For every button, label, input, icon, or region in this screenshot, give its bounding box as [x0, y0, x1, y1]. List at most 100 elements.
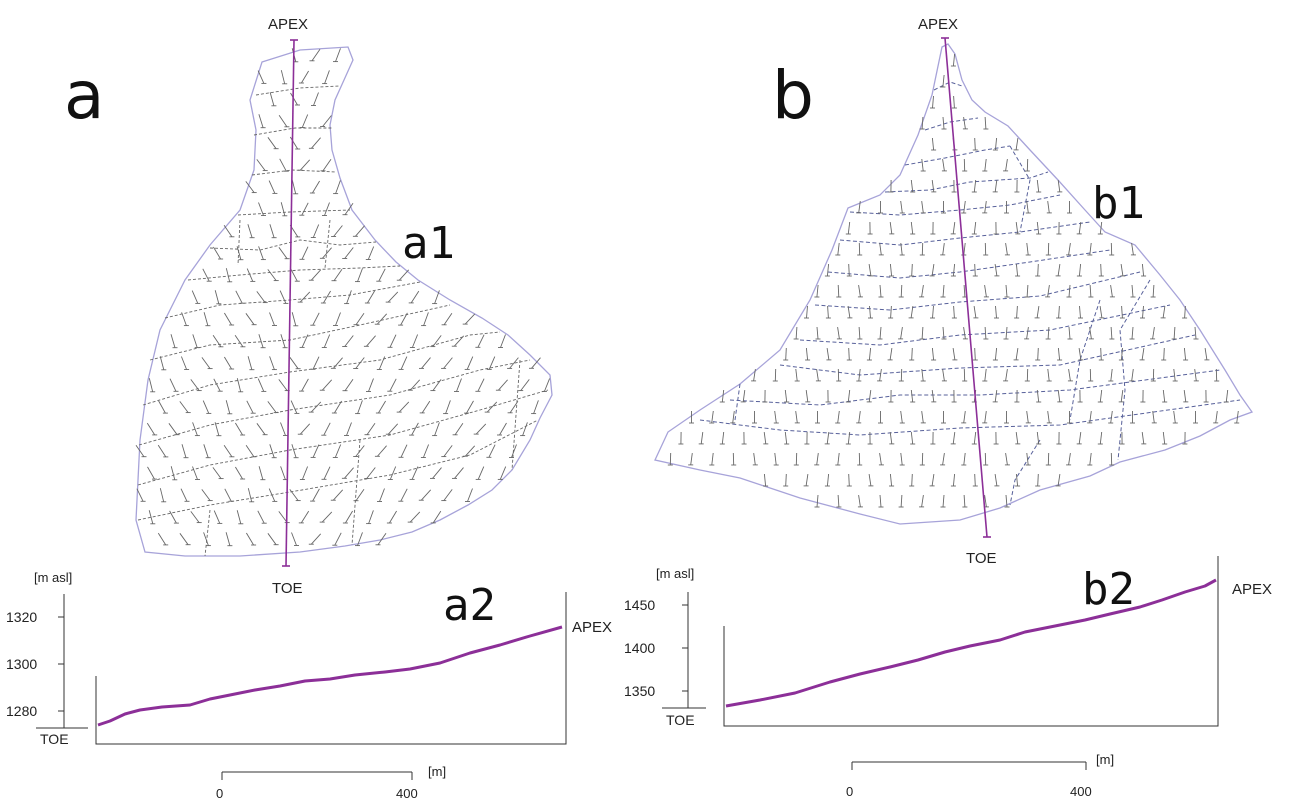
flow-tick: [795, 368, 798, 382]
flow-tick: [280, 422, 286, 436]
flow-tick: [1068, 453, 1071, 465]
flow-tick: [837, 452, 840, 466]
flow-tick: [291, 444, 297, 458]
panel-a: a a1 APEX TOE a: [6, 16, 612, 801]
flow-tick: [858, 201, 861, 213]
flow-tick: [942, 243, 945, 255]
flow-tick: [301, 466, 309, 480]
flow-tick: [942, 326, 945, 340]
flow-tick: [213, 510, 221, 524]
flow-tick: [837, 327, 840, 339]
flow-tick: [1131, 284, 1134, 298]
profile-a-ytick-label-3: 1280: [6, 703, 37, 719]
flow-tick: [202, 268, 210, 282]
flow-tick: [543, 378, 551, 392]
flow-tick: [422, 444, 430, 458]
flow-tick: [1026, 327, 1029, 339]
flow-tick: [911, 347, 913, 361]
flow-tick: [868, 347, 872, 361]
flow-tick: [477, 466, 485, 480]
flow-tick: [1183, 390, 1187, 402]
flow-tick: [931, 264, 935, 276]
flow-tick: [921, 411, 924, 423]
flow-tick: [889, 222, 893, 234]
flow-tick: [289, 489, 299, 501]
flow-tick: [486, 401, 498, 413]
flow-tick: [952, 348, 956, 360]
flow-tick: [335, 180, 341, 194]
flow-tick: [344, 247, 354, 259]
flow-tick: [236, 246, 242, 260]
flow-tick: [1078, 432, 1082, 444]
flow-tick: [268, 488, 276, 502]
flow-tick: [323, 334, 331, 348]
flow-tick: [963, 200, 966, 214]
flow-tick: [477, 334, 485, 348]
flow-tick: [1036, 221, 1040, 235]
flow-tick: [1026, 411, 1029, 423]
flow-tick: [963, 494, 966, 508]
flow-tick: [245, 313, 255, 325]
profile-b-ytick-label-3: 1350: [624, 683, 655, 699]
flow-tick: [1037, 473, 1039, 487]
flow-tick: [258, 466, 264, 480]
flow-tick: [1225, 389, 1229, 403]
flow-tick: [235, 466, 243, 480]
scale-b-end: 400: [1070, 784, 1092, 799]
flow-tick: [711, 410, 714, 424]
flow-tick: [214, 422, 220, 436]
flow-tick: [267, 401, 277, 413]
flow-tick: [952, 53, 956, 67]
flow-tick: [311, 137, 321, 149]
profile-b-line: [725, 578, 1217, 708]
flow-tick: [847, 221, 851, 235]
flow-tick: [784, 389, 788, 403]
flow-tick: [900, 410, 903, 424]
flow-tick: [869, 305, 871, 319]
flow-tick: [847, 306, 851, 318]
flow-tick: [690, 453, 693, 465]
flow-tick: [148, 510, 154, 524]
flow-tick: [1015, 432, 1019, 444]
flow-tick: [181, 444, 187, 458]
flow-tick: [816, 494, 819, 508]
flow-tick: [334, 444, 342, 458]
flow-tick: [1047, 285, 1050, 297]
flow-tick: [1110, 410, 1113, 424]
flow-tick: [192, 466, 198, 480]
flow-tick: [963, 242, 966, 256]
flow-tick: [247, 356, 253, 370]
flow-tick: [148, 378, 154, 392]
flow-tick: [994, 264, 998, 276]
flow-tick: [355, 313, 365, 325]
flow-tick: [299, 423, 311, 435]
flow-tick: [355, 357, 365, 369]
flow-tick: [323, 422, 331, 436]
flow-tick: [268, 180, 276, 194]
flow-tick: [355, 225, 365, 237]
panel-b: b b1 APEX TOE b: [624, 16, 1272, 799]
flow-tick: [1068, 243, 1071, 255]
flow-tick: [159, 488, 165, 502]
profile-a-ytick-label-2: 1300: [6, 656, 37, 672]
flow-tick: [826, 432, 830, 444]
flow-tick: [816, 326, 819, 340]
flow-tick: [333, 269, 343, 281]
flow-tick: [994, 474, 998, 486]
flow-tick: [180, 356, 188, 370]
flow-tick: [289, 357, 299, 369]
flow-tick: [858, 326, 861, 340]
flow-tick: [879, 243, 882, 255]
flow-tick: [858, 411, 861, 423]
flow-tick: [995, 305, 997, 319]
scale-a-unit: [m]: [428, 764, 446, 779]
flow-tick: [1005, 453, 1008, 465]
flow-tick: [1089, 242, 1092, 256]
flow-tick: [258, 246, 264, 260]
flow-tick: [312, 224, 320, 238]
flow-tick: [900, 452, 903, 466]
flow-tick: [847, 389, 851, 403]
profile-b-unit: [m asl]: [656, 566, 694, 581]
flow-tick: [910, 179, 914, 193]
flow-tick: [258, 202, 264, 216]
